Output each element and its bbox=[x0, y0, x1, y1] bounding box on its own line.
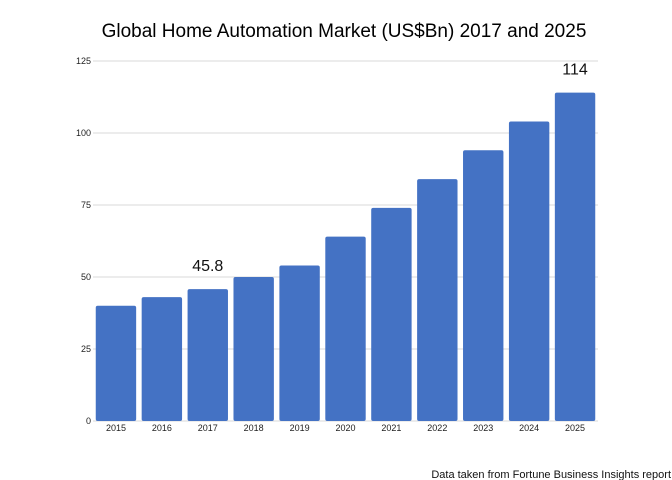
y-tick-label: 25 bbox=[81, 344, 91, 354]
y-tick-label: 100 bbox=[76, 128, 91, 138]
x-tick-label: 2018 bbox=[244, 423, 264, 433]
y-axis-ticks: 0 25 50 75 100 125 bbox=[76, 56, 91, 426]
x-tick-label: 2024 bbox=[519, 423, 539, 433]
y-tick-label: 125 bbox=[76, 56, 91, 66]
data-label: 114 bbox=[562, 62, 588, 79]
bar-2016 bbox=[141, 297, 183, 421]
bar-2025 bbox=[554, 92, 596, 422]
bar-2020 bbox=[325, 236, 366, 421]
bars bbox=[95, 92, 596, 422]
x-tick-label: 2023 bbox=[473, 423, 493, 433]
y-tick-label: 50 bbox=[81, 272, 91, 282]
source-note: Data taken from Fortune Business Insight… bbox=[431, 469, 671, 480]
bar-2015 bbox=[95, 305, 137, 421]
x-tick-label: 2017 bbox=[198, 423, 218, 433]
x-tick-label: 2020 bbox=[335, 423, 355, 433]
x-tick-label: 2015 bbox=[106, 423, 126, 433]
bar-2023 bbox=[463, 150, 504, 421]
data-label: 45.8 bbox=[192, 258, 223, 275]
bar-2024 bbox=[508, 121, 550, 421]
x-tick-label: 2016 bbox=[152, 423, 172, 433]
x-tick-label: 2025 bbox=[565, 423, 585, 433]
x-tick-label: 2022 bbox=[427, 423, 447, 433]
bar-2017 bbox=[187, 289, 228, 421]
bar-2021 bbox=[371, 207, 412, 421]
chart-title: Global Home Automation Market (US$Bn) 20… bbox=[102, 21, 587, 42]
x-tick-label: 2019 bbox=[290, 423, 310, 433]
bar-2022 bbox=[417, 179, 458, 421]
data-labels: 45.8 114 bbox=[192, 62, 588, 275]
x-axis-ticks: 2015 2016 2017 2018 2019 2020 2021 2022 2023 2024… bbox=[106, 423, 585, 433]
y-tick-label: 75 bbox=[81, 200, 91, 210]
y-tick-label: 0 bbox=[86, 416, 91, 426]
bar-2019 bbox=[279, 265, 320, 421]
x-tick-label: 2021 bbox=[381, 423, 401, 433]
bar-2018 bbox=[233, 277, 274, 421]
